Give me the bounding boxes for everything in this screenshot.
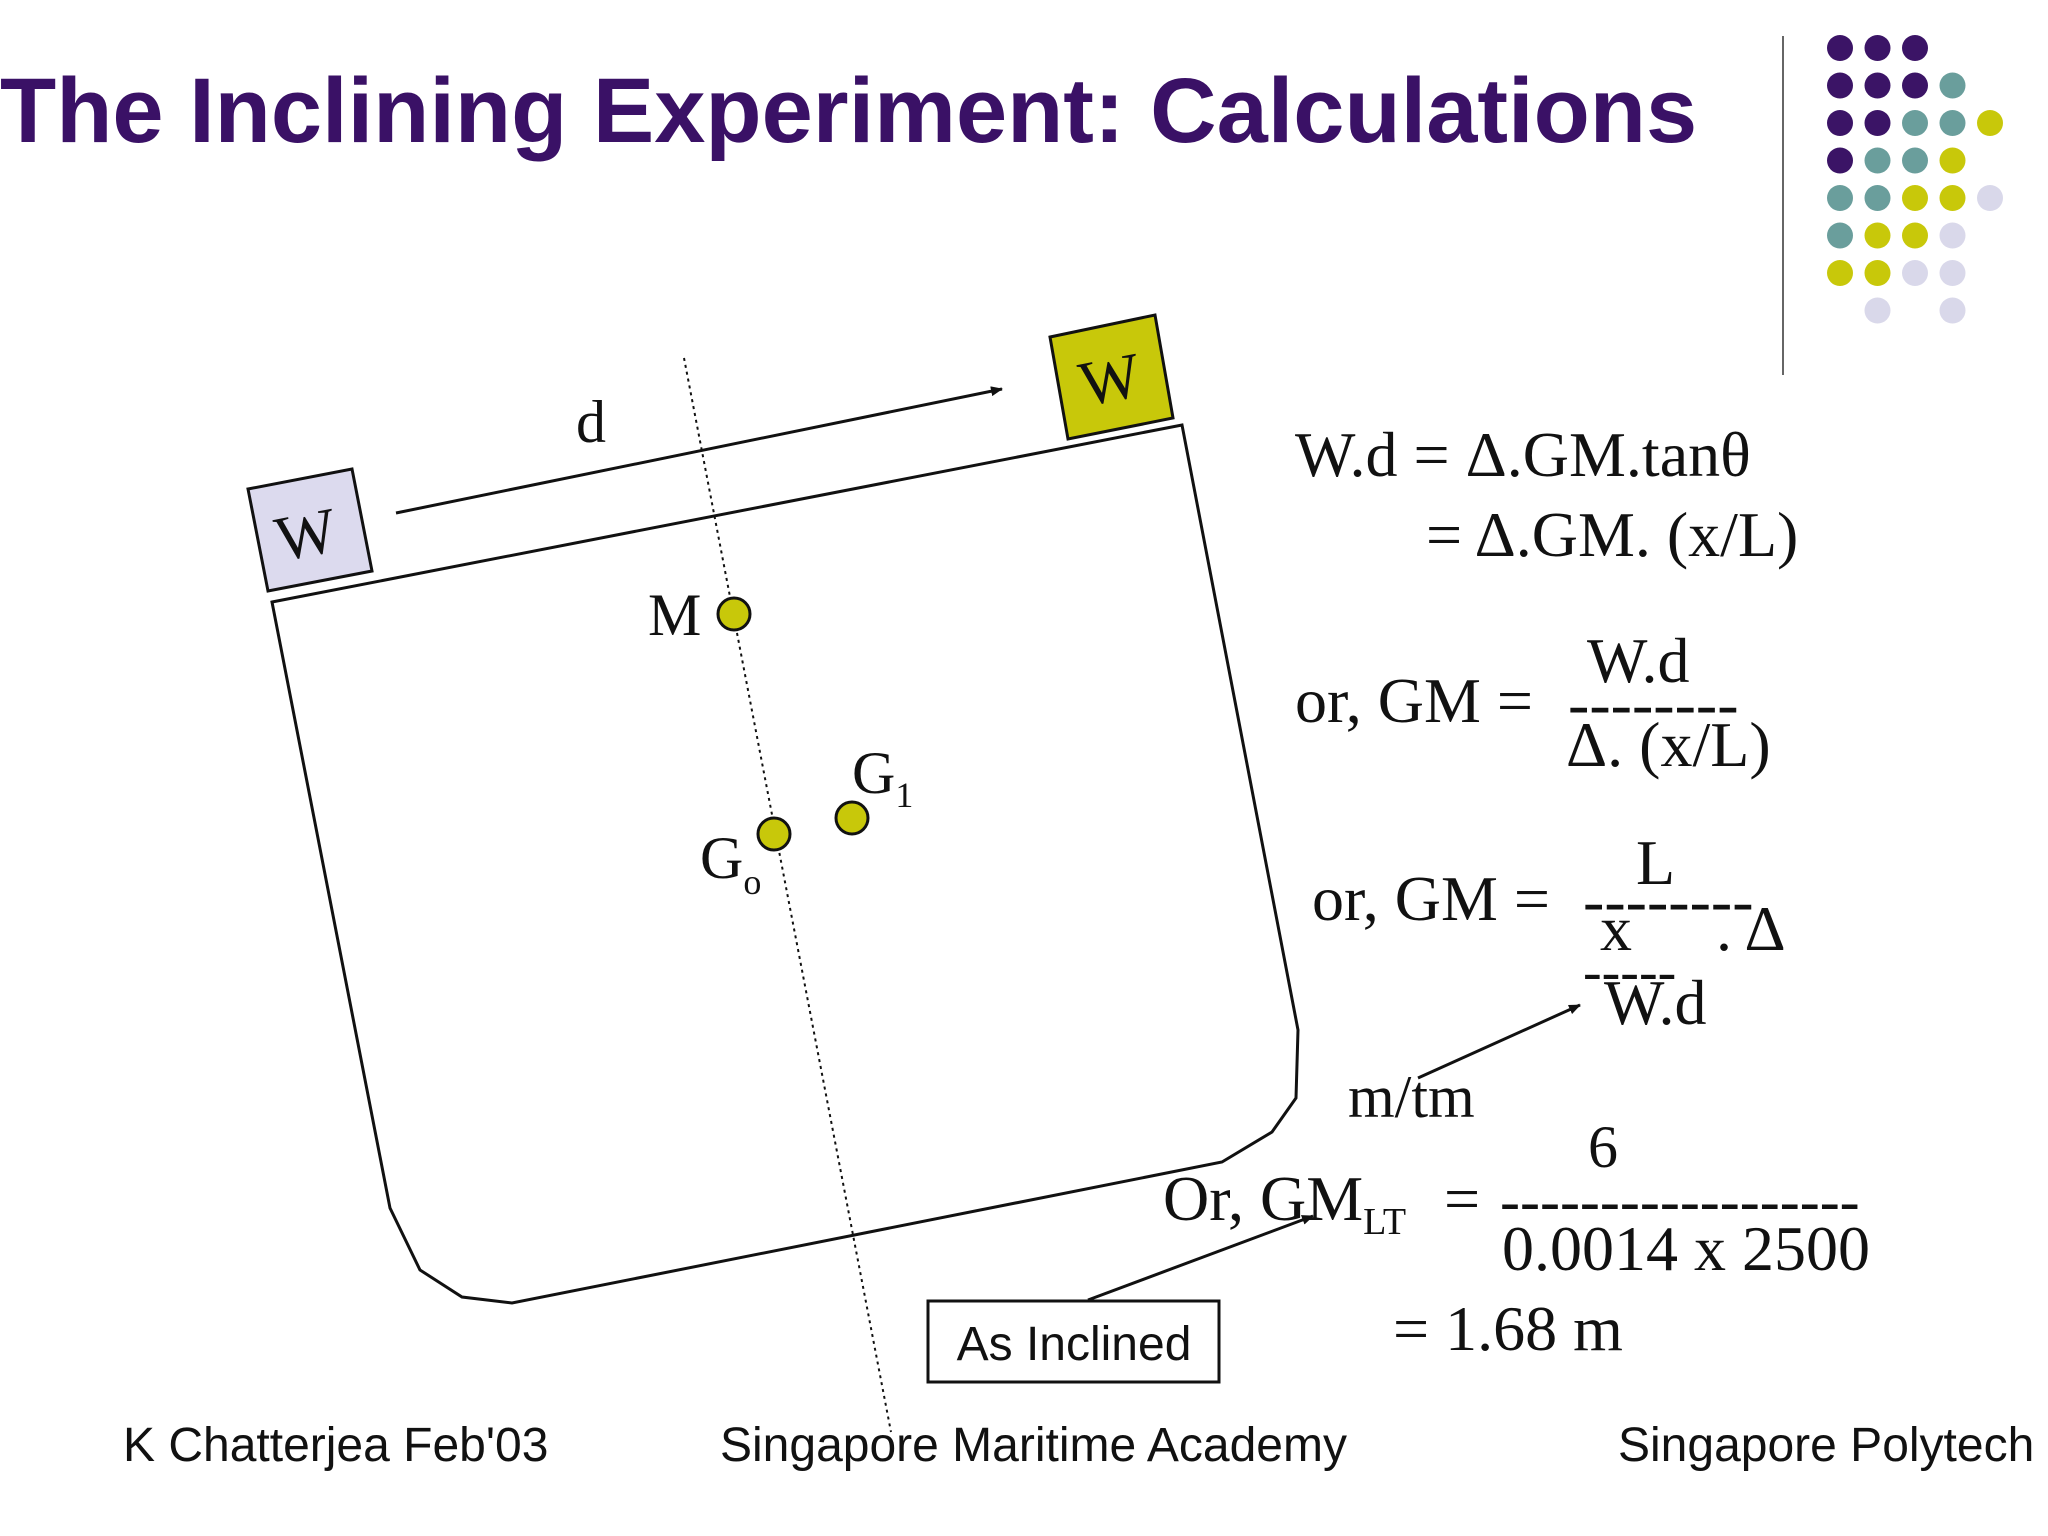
decorative-dot xyxy=(1939,222,1966,249)
metacentre-point xyxy=(716,596,752,632)
equation-line-1: W.d = Δ.GM.tanθ xyxy=(1295,419,1751,490)
decorative-dot xyxy=(1939,297,1966,324)
decorative-dot xyxy=(1939,260,1966,286)
eq2-lhs: or, GM = xyxy=(1295,665,1533,736)
eq3-x: x xyxy=(1600,893,1632,964)
eq3-fraction-bar: -------- xyxy=(1583,865,1754,936)
decorative-dot xyxy=(1827,222,1853,249)
decorative-dot xyxy=(1827,260,1853,286)
decorative-dot xyxy=(1864,147,1891,174)
decorative-dot xyxy=(1902,110,1928,136)
metacentre-label: M xyxy=(648,582,701,648)
unit-pointer-arrow xyxy=(1417,1003,1581,1080)
decorative-dot xyxy=(1827,35,1853,61)
as-inclined-label: As Inclined xyxy=(957,1318,1192,1371)
weight-right: W xyxy=(1048,313,1175,441)
weight-right-box xyxy=(1048,313,1175,441)
decorative-dot xyxy=(1827,185,1853,211)
weight-right-label: W xyxy=(1073,339,1146,420)
eq2-denominator: Δ. (x/L) xyxy=(1566,709,1771,780)
decorative-dot xyxy=(1902,72,1928,99)
eq4-numerator: 6 xyxy=(1588,1114,1618,1180)
decorative-dot xyxy=(1864,72,1891,99)
eq3-wd: W.d xyxy=(1604,967,1707,1038)
decorative-dot xyxy=(1939,147,1966,174)
weight-shift-arrow xyxy=(395,386,1003,515)
decorative-dot xyxy=(1864,260,1891,286)
distance-label-d: d xyxy=(576,389,606,455)
eq3-numerator: L xyxy=(1636,827,1675,898)
decorative-dot xyxy=(1864,110,1891,136)
eq4-fraction-bar: ------------------ xyxy=(1500,1168,1860,1234)
as-inclined-box xyxy=(926,1299,1221,1384)
decorative-dot-grid xyxy=(1827,35,2003,324)
decorative-dot xyxy=(1902,147,1928,174)
decorative-dot xyxy=(1939,185,1966,211)
decorative-dot xyxy=(1827,72,1853,99)
decorative-dot xyxy=(1977,110,2003,136)
eq2-numerator: W.d xyxy=(1587,625,1690,696)
eq3-dot-delta: . Δ xyxy=(1716,893,1786,964)
go-label: Go xyxy=(700,825,761,902)
decorative-dot xyxy=(1939,72,1966,99)
footer-institution: Singapore Polytech xyxy=(1618,1419,2034,1472)
decorative-dot xyxy=(1902,222,1928,249)
decorative-dot xyxy=(1902,185,1928,211)
eq4-denominator: 0.0014 x 2500 xyxy=(1502,1213,1870,1284)
decorative-dot xyxy=(1939,110,1966,136)
decorative-dot xyxy=(1902,35,1928,61)
eq4-equals: = xyxy=(1444,1163,1480,1234)
decorative-dot xyxy=(1864,222,1891,249)
decorative-dot xyxy=(1827,110,1853,136)
decorative-dot xyxy=(1864,35,1891,61)
eq2-fraction-bar: -------- xyxy=(1568,668,1739,739)
g1-label: G1 xyxy=(852,740,913,815)
weight-left: W xyxy=(246,467,374,593)
ship-hull xyxy=(270,423,1300,1305)
eq4-lhs: Or, GMLT xyxy=(1163,1163,1406,1243)
footer-author: K Chatterjea Feb'03 xyxy=(123,1419,548,1472)
eq3-sub-bar: ----- xyxy=(1583,941,1676,1003)
as-inclined-pointer xyxy=(1087,1214,1314,1302)
decorative-dot xyxy=(1827,147,1853,174)
inclined-centerline xyxy=(683,357,892,1433)
g1-point xyxy=(834,800,870,836)
unit-label: m/tm xyxy=(1348,1064,1475,1130)
weight-left-box xyxy=(246,467,374,593)
decorative-dot xyxy=(1902,260,1928,286)
slide-title: The Inclining Experiment: Calculations xyxy=(0,60,1697,162)
decorative-dot xyxy=(1864,297,1891,324)
equation-line-2: = Δ.GM. (x/L) xyxy=(1426,499,1798,570)
go-point xyxy=(756,816,792,852)
weight-left-label: W xyxy=(269,494,342,575)
eq4-result: = 1.68 m xyxy=(1393,1293,1623,1364)
decorative-dot xyxy=(1864,185,1891,211)
decorative-dot xyxy=(1977,185,2003,211)
eq3-lhs: or, GM = xyxy=(1312,863,1550,934)
footer-academy: Singapore Maritime Academy xyxy=(720,1419,1347,1472)
